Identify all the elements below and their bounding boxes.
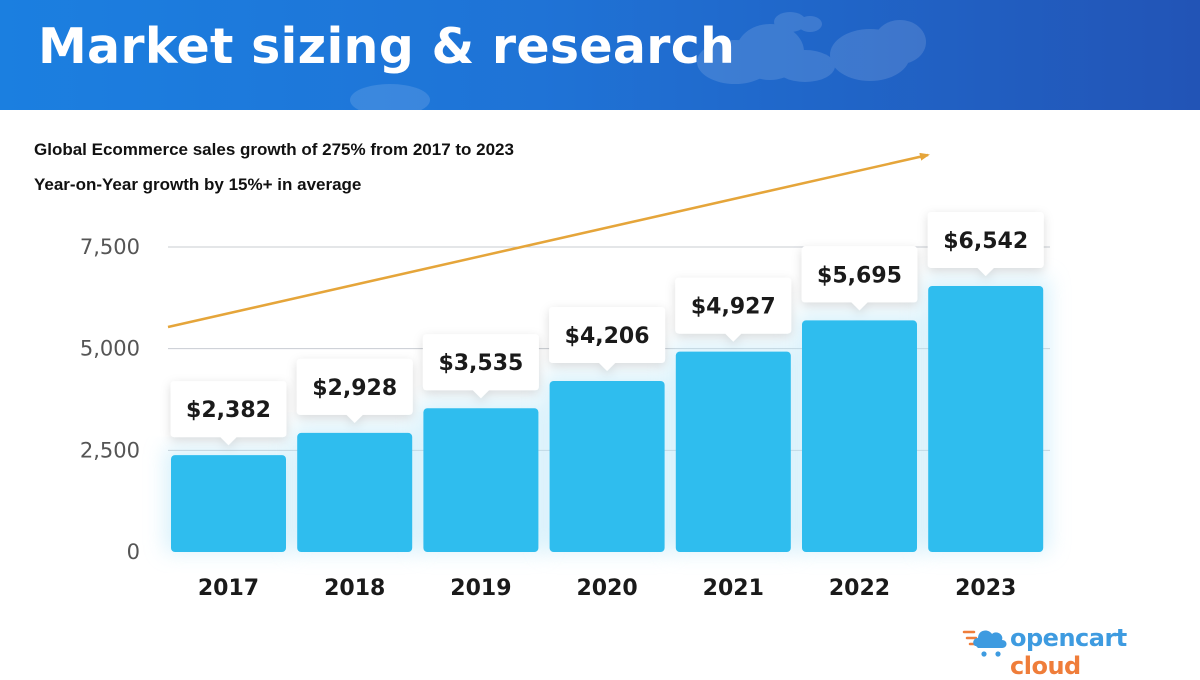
bar	[675, 351, 791, 552]
x-tick-label: 2023	[955, 576, 1016, 601]
x-tick-label: 2022	[829, 576, 890, 601]
bar	[928, 285, 1044, 552]
y-tick-label: 5,000	[80, 337, 140, 361]
data-label-bubble	[549, 306, 666, 371]
y-tick-label: 0	[127, 540, 140, 564]
data-label: $2,382	[186, 398, 271, 423]
page-title: Market sizing & research	[38, 18, 736, 75]
x-tick-label: 2019	[450, 576, 511, 601]
chart-subtitle-growth: Global Ecommerce sales growth of 275% fr…	[34, 140, 514, 159]
header-banner: Market sizing & research	[0, 0, 1200, 110]
bar	[297, 432, 413, 552]
x-tick-label: 2021	[703, 576, 764, 601]
y-tick-label: 2,500	[80, 438, 140, 462]
cloud-cart-icon	[962, 630, 1007, 657]
opencart-cloud-logo: opencart cloud	[962, 620, 1182, 680]
data-label-bubble	[801, 246, 918, 311]
data-label: $2,928	[312, 376, 397, 401]
bar	[802, 320, 917, 552]
data-label: $4,927	[691, 295, 776, 320]
bar	[171, 455, 286, 552]
logo-wordmark: opencart cloud	[1010, 624, 1182, 680]
trend-arrow	[167, 152, 930, 329]
data-label: $5,695	[817, 263, 902, 288]
data-label-bubble	[927, 211, 1044, 276]
data-label: $6,542	[943, 229, 1028, 254]
cloud-decoration-icon	[350, 12, 926, 110]
bar	[423, 408, 539, 552]
bar	[549, 380, 665, 552]
x-tick-label: 2017	[198, 576, 259, 601]
data-label-bubble	[675, 277, 792, 342]
x-tick-label: 2018	[324, 576, 385, 601]
data-label-bubble	[422, 334, 539, 399]
logo-word-cloud: cloud	[1010, 652, 1081, 680]
logo-word-opencart: opencart	[1010, 624, 1127, 652]
y-tick-label: 7,500	[80, 235, 140, 259]
chart-subtitle-yoy: Year-on-Year growth by 15%+ in average	[34, 175, 362, 194]
data-label-bubble	[296, 358, 413, 423]
data-label: $4,206	[565, 324, 650, 349]
data-label-bubble	[170, 381, 287, 446]
x-tick-label: 2020	[576, 576, 637, 601]
data-label: $3,535	[438, 351, 523, 376]
